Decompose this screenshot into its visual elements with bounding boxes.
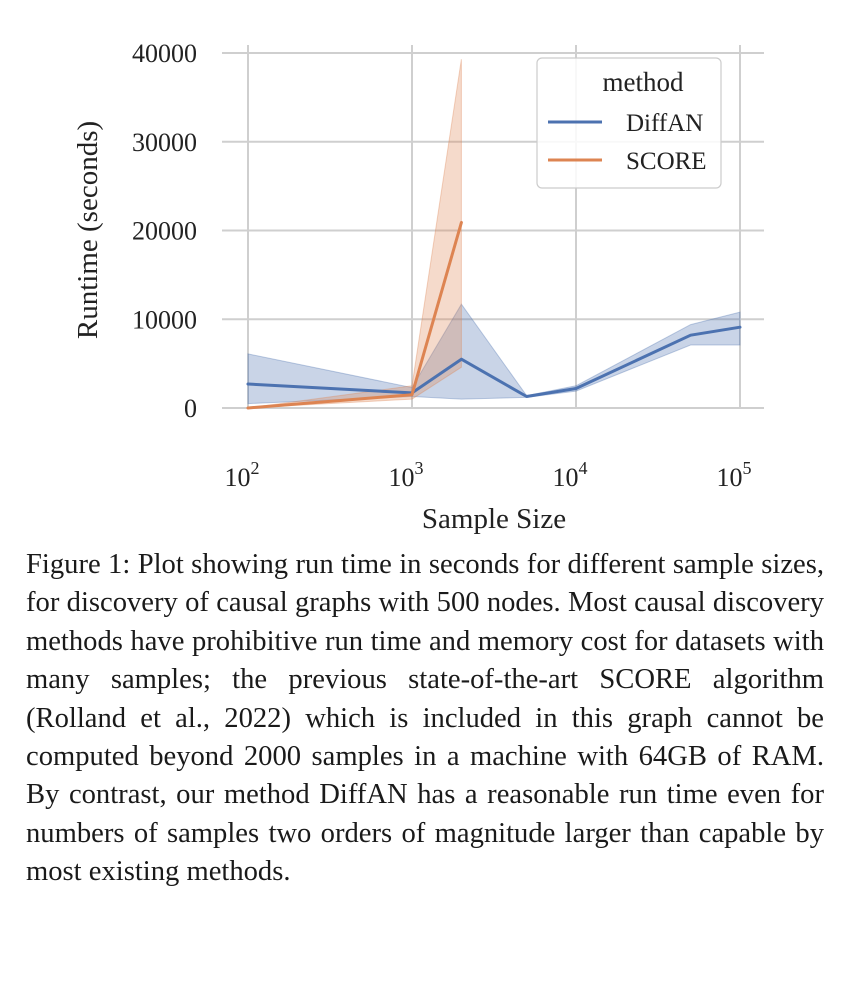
- y-axis-label: Runtime (seconds): [72, 121, 104, 339]
- series-lines: [246, 221, 742, 410]
- series-line-score: [246, 221, 463, 410]
- y-tick-label: 0: [184, 394, 197, 423]
- x-tick-label: 103: [389, 458, 424, 492]
- legend-box: [536, 57, 722, 189]
- legend-label-diffan: DiffAN: [626, 110, 703, 137]
- figure-caption: Figure 1: Plot showing run time in secon…: [26, 549, 824, 888]
- y-tick-label: 20000: [132, 217, 197, 246]
- y-tick-label: 40000: [132, 39, 197, 68]
- x-tick-label: 104: [553, 458, 588, 492]
- grid: [222, 45, 764, 409]
- y-tick-label: 30000: [132, 128, 197, 157]
- ci-band-score: [247, 59, 462, 409]
- x-tick-labels: 102 103 104 105: [225, 458, 752, 492]
- runtime-chart: 0 10000 20000 30000 40000 102 103 104 105 Sampl…: [72, 39, 764, 535]
- x-tick-label: 105: [717, 458, 752, 492]
- y-tick-label: 10000: [132, 305, 197, 334]
- legend-label-score: SCORE: [626, 148, 707, 175]
- ci-band-diffan: [247, 303, 741, 405]
- legend-title: method: [603, 67, 684, 97]
- y-tick-labels: 0 10000 20000 30000 40000: [132, 39, 197, 423]
- x-tick-label: 102: [225, 458, 260, 492]
- legend: method DiffAN SCORE: [536, 57, 722, 189]
- x-axis-label: Sample Size: [422, 503, 566, 535]
